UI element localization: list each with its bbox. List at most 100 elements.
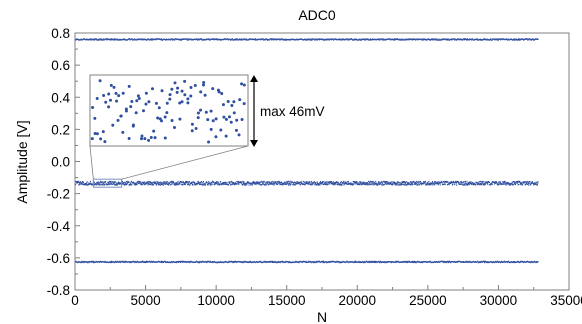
data-point — [260, 181, 262, 183]
data-point — [194, 183, 196, 185]
data-point — [362, 261, 364, 263]
data-point — [484, 181, 486, 183]
data-point — [184, 183, 186, 185]
data-point — [318, 182, 321, 184]
data-point — [265, 261, 267, 263]
data-point — [320, 182, 322, 185]
data-point — [210, 182, 212, 184]
data-point — [146, 39, 148, 41]
data-point — [193, 181, 195, 183]
data-point — [122, 182, 124, 184]
data-point — [393, 181, 395, 183]
data-point — [279, 182, 281, 184]
data-point — [435, 183, 437, 185]
data-point — [134, 184, 136, 186]
data-point — [92, 260, 94, 262]
data-point — [239, 182, 241, 184]
data-point — [344, 183, 346, 185]
data-point — [110, 181, 112, 183]
data-point — [508, 184, 510, 186]
data-point — [354, 181, 356, 183]
data-point — [200, 181, 202, 183]
data-point — [504, 183, 506, 185]
data-point — [467, 182, 469, 185]
data-point — [322, 183, 325, 186]
data-point — [418, 181, 420, 183]
inset-point — [153, 136, 157, 140]
data-point — [507, 38, 509, 40]
data-point — [529, 38, 531, 40]
data-point — [535, 182, 537, 184]
data-point — [462, 39, 464, 41]
data-point — [495, 260, 497, 263]
data-point — [339, 38, 341, 40]
data-point — [142, 260, 144, 263]
data-point — [366, 184, 368, 186]
data-point — [276, 261, 278, 264]
inset-point — [180, 100, 184, 104]
data-point — [358, 260, 360, 263]
data-point — [291, 181, 293, 183]
data-point — [499, 182, 501, 184]
data-point — [199, 182, 201, 184]
data-point — [244, 184, 247, 186]
data-point — [77, 38, 79, 40]
data-point — [369, 182, 371, 184]
data-point — [274, 182, 276, 185]
inset-point — [226, 99, 230, 103]
data-point — [246, 182, 248, 184]
data-point — [505, 183, 507, 185]
data-point — [172, 181, 174, 183]
data-point — [445, 181, 447, 184]
data-point — [354, 38, 356, 40]
data-point — [405, 180, 407, 183]
data-point — [189, 184, 191, 186]
data-point — [88, 182, 90, 184]
data-point — [186, 39, 188, 41]
data-point — [378, 183, 380, 186]
data-point — [407, 182, 409, 185]
data-point — [228, 184, 230, 186]
data-point — [152, 183, 154, 185]
data-point — [183, 181, 185, 184]
data-point — [281, 182, 284, 185]
x-tick-label: 30000 — [480, 293, 518, 308]
data-point — [398, 261, 400, 263]
data-point — [307, 261, 309, 263]
data-point — [526, 38, 528, 40]
data-point — [369, 39, 371, 41]
inset-point — [232, 111, 236, 115]
data-point — [331, 181, 333, 184]
inset-point — [242, 102, 246, 106]
data-point — [89, 183, 91, 185]
data-point — [100, 180, 102, 183]
data-point — [102, 184, 104, 186]
data-point — [336, 181, 338, 183]
data-point — [297, 181, 299, 183]
data-point — [355, 183, 357, 185]
data-point — [114, 184, 116, 186]
data-point — [345, 39, 347, 41]
zoom-connector-top — [89, 145, 94, 180]
data-point — [333, 182, 335, 185]
data-point — [177, 261, 179, 263]
inset-point — [183, 93, 187, 97]
data-point — [399, 38, 401, 40]
data-point — [272, 39, 274, 41]
data-point — [166, 180, 168, 183]
data-point — [468, 183, 470, 186]
inset-frame — [89, 74, 249, 147]
data-point — [355, 260, 357, 262]
data-point — [536, 184, 538, 186]
data-point — [290, 180, 292, 183]
data-point — [222, 182, 224, 185]
data-point — [279, 39, 281, 41]
data-point — [517, 38, 520, 40]
y-tick-label: 0.6 — [51, 58, 70, 73]
data-point — [319, 180, 322, 183]
data-point — [411, 261, 414, 264]
data-point — [320, 181, 322, 184]
inset-point — [211, 87, 215, 91]
inset-point — [199, 108, 203, 112]
data-point — [172, 181, 174, 184]
